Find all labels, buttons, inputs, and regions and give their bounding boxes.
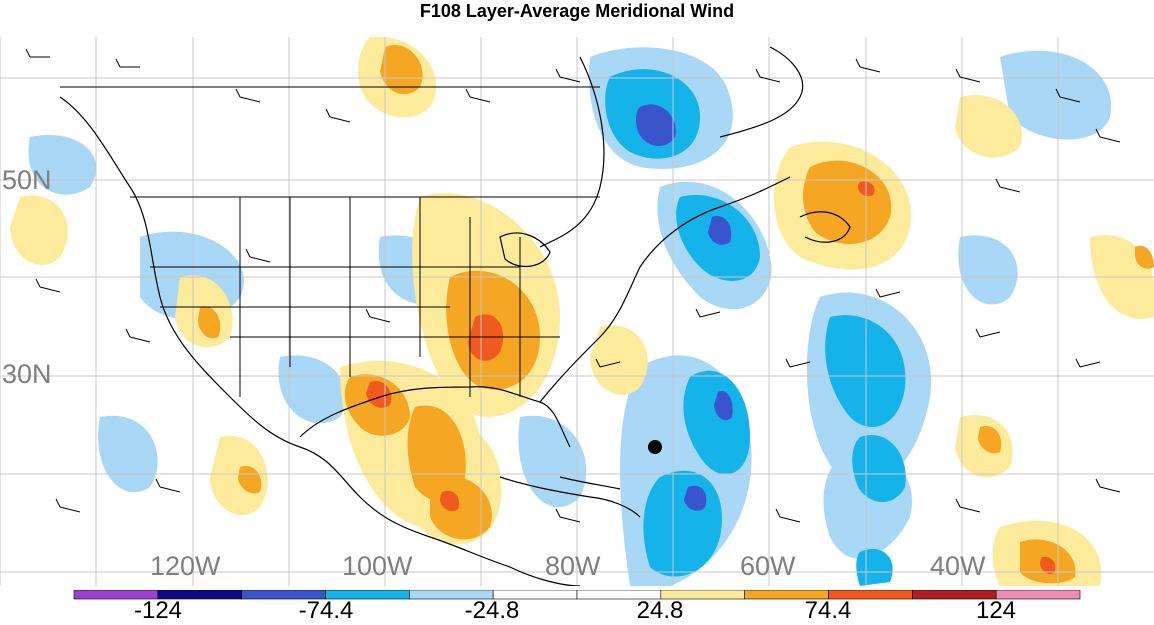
lon-label-80w: 80W [545, 551, 601, 581]
colorbar-swatch [995, 590, 1081, 600]
colorbar-label-neg-74: -74.4 [298, 597, 354, 624]
lon-label-60w: 60W [740, 551, 796, 581]
location-marker [648, 440, 662, 454]
colorbar-label-neg-124: -124 [133, 597, 183, 624]
colorbar-label-pos-124: 124 [975, 597, 1017, 624]
map-panel: 50N 30N [0, 37, 1154, 586]
colorbar-label-pos-74: 74.4 [804, 597, 852, 624]
wind-barbs [25, 48, 1121, 523]
colorbar-label-neg-24: -24.8 [464, 597, 520, 624]
colorbar [73, 590, 1081, 600]
lon-label-100w: 100W [342, 551, 413, 581]
lon-label-120w: 120W [150, 551, 221, 581]
colorbar-label-pos-24: 24.8 [636, 597, 684, 624]
lat-label-30n: 30N [2, 359, 52, 389]
lon-label-40w: 40W [930, 551, 986, 581]
coastlines [59, 46, 851, 586]
state-borders [60, 86, 600, 397]
chart-title: F108 Layer-Average Meridional Wind [419, 1, 735, 21]
very-strong-negative-wind-shading [635, 104, 733, 511]
map-canvas [0, 37, 1154, 586]
lat-label-50n: 50N [2, 165, 52, 195]
